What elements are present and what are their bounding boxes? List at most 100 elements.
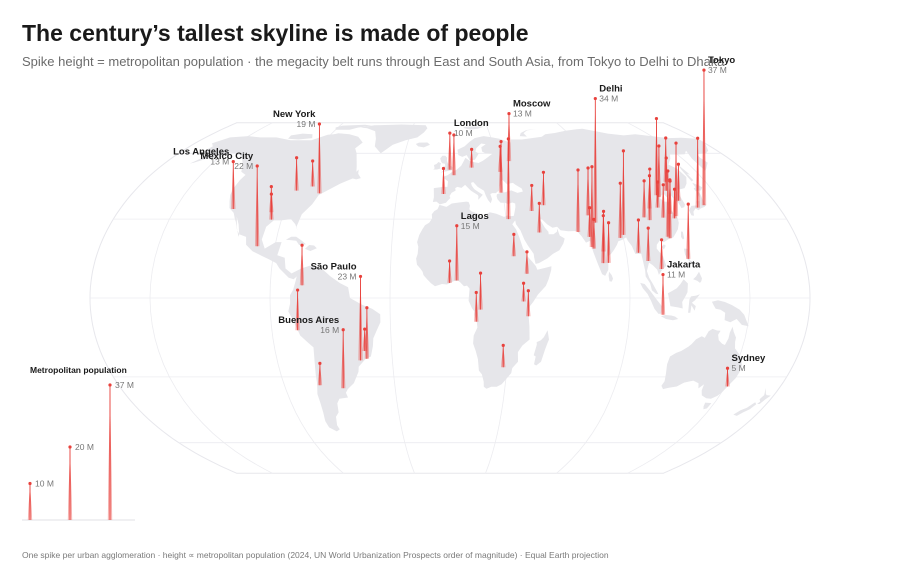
city-spike-mexico-city (255, 164, 260, 247)
city-spike-tip (661, 183, 665, 187)
city-spike (537, 201, 542, 233)
city-spike-tip (586, 166, 590, 170)
land-baffin (329, 133, 363, 150)
land-madagascar (533, 330, 549, 366)
city-spike (441, 166, 446, 195)
city-spike (501, 343, 506, 368)
city-spike-tip (363, 327, 367, 331)
city-spike-tip (525, 250, 529, 254)
city-spike-tip (499, 139, 503, 144)
city-spike-tip (601, 214, 605, 218)
land-south-america (288, 265, 381, 432)
city-spike (299, 243, 305, 286)
city-spike-tip (448, 259, 452, 263)
land-cuba (285, 236, 306, 245)
map-title: The century’s tallest skyline is made of… (22, 20, 529, 46)
land-sumatra (640, 282, 662, 314)
city-spike (295, 288, 300, 331)
city-population-value: 16 M (320, 325, 339, 335)
city-spike-tip (300, 243, 304, 247)
legend-title: Metropolitan population (30, 365, 127, 375)
land-newfoundland (350, 169, 361, 180)
city-name: Jakarta (667, 260, 701, 271)
city-spike-tip (365, 306, 369, 310)
city-spike (647, 167, 652, 221)
city-spike-tip (296, 288, 300, 292)
city-spike-tip (478, 271, 483, 275)
city-spike-tip (269, 185, 273, 189)
land-borneo (667, 279, 688, 309)
city-spike (606, 221, 611, 263)
city-spike-tip (601, 209, 606, 213)
city-population-value: 13 M (513, 109, 532, 119)
city-spike-tip (530, 183, 534, 188)
city-spike (294, 156, 299, 191)
city-spike-tip (672, 187, 677, 191)
city-spike-tip (590, 165, 594, 169)
city-spike-tip (696, 136, 700, 140)
land-tasmania (703, 402, 712, 410)
city-name: Tokyo (708, 55, 735, 66)
city-spike-tip (506, 137, 510, 141)
city-spike-lagos (454, 224, 459, 281)
land-north-america (189, 133, 357, 280)
city-spike-tip (668, 178, 672, 182)
land-ireland (433, 162, 441, 170)
land-svalbard (463, 126, 484, 130)
city-spike-tip (541, 170, 546, 174)
city-spike-jakarta (660, 272, 666, 315)
city-spike (636, 218, 641, 253)
city-spike (474, 290, 479, 322)
city-spike (364, 306, 370, 359)
city-spike-tokyo-tip (702, 68, 706, 72)
city-spike-london (447, 131, 452, 170)
legend: Metropolitan population 10 M 20 M 37 M (22, 365, 135, 521)
land-iceland (415, 142, 430, 148)
legend-spike (27, 481, 33, 520)
city-population-value: 23 M (338, 271, 357, 281)
city-spike (621, 149, 626, 235)
city-spike-tip (642, 179, 646, 183)
city-population-value: 19 M (297, 119, 316, 129)
land-new-zealand-north (757, 387, 771, 404)
city-spike-sydney (725, 366, 730, 387)
land-taiwan (681, 231, 685, 240)
land-hispaniola (304, 245, 317, 251)
city-spike (526, 289, 531, 317)
city-spike-tip (441, 166, 446, 171)
graticule-meridian (389, 122, 415, 474)
city-spike (667, 178, 672, 239)
city-name: London (454, 118, 489, 129)
legend-label: 37 M (115, 380, 134, 390)
city-population-value: 5 M (732, 363, 746, 373)
city-name: New York (273, 109, 316, 120)
city-spike-tip (318, 361, 322, 365)
land-novaya-zemlya (519, 129, 537, 137)
city-population-value: 22 M (234, 161, 253, 171)
city-spike-tip (654, 116, 659, 121)
city-spike-tip (311, 159, 315, 163)
city-population-value: 34 M (599, 94, 618, 104)
city-spike-tip (676, 162, 681, 166)
city-spike-tip (521, 281, 526, 285)
city-spike-tip (526, 289, 530, 293)
city-spike-tip (656, 180, 660, 184)
city-spike-tip (618, 181, 622, 185)
legend-spike-tip (108, 383, 112, 387)
land-new-zealand-south (733, 402, 757, 416)
city-spike-tip (269, 192, 273, 196)
city-spike (659, 238, 664, 269)
city-spike (591, 217, 597, 249)
city-spike-moscow-tip (507, 112, 511, 116)
city-spike (310, 159, 315, 187)
city-spike (521, 281, 526, 302)
city-spike (585, 166, 591, 216)
city-spike (478, 271, 483, 310)
